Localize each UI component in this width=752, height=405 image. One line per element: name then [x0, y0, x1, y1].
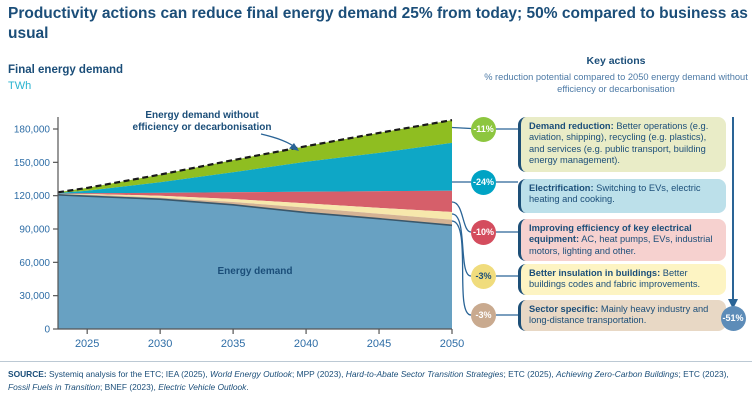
connector-line: [451, 201, 472, 233]
x-tick-label: 2040: [294, 338, 318, 350]
action-box-3: Better insulation in buildings: Better b…: [518, 264, 726, 295]
action-box-0: Demand reduction: Better operations (e.g…: [518, 117, 726, 172]
chart-unit-label: TWh: [8, 80, 32, 92]
action-text: Better buildings codes and fabric improv…: [529, 268, 701, 290]
y-tick-label: 120,000: [14, 191, 51, 202]
annotation-arrow-head: [289, 143, 299, 151]
source-line: SOURCE: Systemiq analysis for the ETC; I…: [8, 369, 729, 392]
connector-line: [451, 213, 472, 277]
action-text: Mainly heavy industry and long-distance …: [529, 304, 709, 326]
energy-demand-boundary-line: [57, 194, 453, 227]
action-text: Better operations (e.g. aviation, shippi…: [529, 121, 709, 165]
y-tick-label: 90,000: [19, 225, 50, 236]
bau-dashed-line: [57, 119, 453, 194]
page-title: Productivity actions can reduce final en…: [8, 5, 748, 43]
energy-demand-area-label: Energy demand: [217, 266, 293, 277]
action-badge-2: -10%: [471, 219, 496, 245]
action-label: Demand reduction:: [529, 121, 614, 131]
x-tick-label: 2035: [221, 338, 245, 350]
bau-annotation-label: Energy demand without efficiency or deca…: [132, 110, 272, 133]
y-tick-label: 180,000: [14, 125, 51, 136]
total-arrow-head: [728, 299, 738, 309]
key-actions-heading: Key actions: [586, 55, 646, 67]
x-tick-label: 2025: [75, 338, 99, 350]
connector-line: [451, 126, 472, 130]
annotation-arrow-line: [260, 133, 297, 149]
action-label: Improving efficiency of key electrical e…: [529, 223, 692, 245]
action-text: Switching to EVs, electric heating and c…: [529, 183, 701, 205]
action-label: Better insulation in buildings:: [529, 268, 661, 278]
action-label: Electrification:: [529, 183, 594, 193]
area-layer: [58, 142, 452, 194]
key-actions-subtitle: % reduction potential compared to 2050 e…: [484, 72, 748, 95]
source-separator-line: [0, 361, 752, 362]
action-box-2: Improving efficiency of key electrical e…: [518, 219, 726, 261]
action-label: Sector specific:: [529, 304, 599, 314]
area-layer: [58, 190, 452, 212]
action-badge-1: -24%: [471, 169, 496, 195]
action-badge-4: -3%: [471, 302, 496, 328]
action-box-1: Electrification: Switching to EVs, elect…: [518, 179, 726, 213]
action-badge-3: -3%: [471, 263, 496, 289]
y-tick-label: 150,000: [14, 158, 51, 169]
action-badge-0: -11%: [471, 116, 496, 142]
x-tick-label: 2030: [148, 338, 172, 350]
chart-title: Final energy demand: [8, 64, 124, 76]
action-text: AC, heat pumps, EVs, industrial motors, …: [529, 234, 713, 256]
y-tick-label: 30,000: [19, 291, 50, 302]
total-reduction-badge: -51%: [720, 305, 746, 331]
x-tick-label: 2045: [367, 338, 391, 350]
connector-line: [451, 220, 472, 316]
y-tick-label: 60,000: [19, 258, 50, 269]
area-layer: [58, 194, 452, 329]
y-tick-label: 0: [44, 325, 50, 336]
action-box-4: Sector specific: Mainly heavy industry a…: [518, 300, 726, 331]
x-tick-label: 2050: [440, 338, 464, 350]
